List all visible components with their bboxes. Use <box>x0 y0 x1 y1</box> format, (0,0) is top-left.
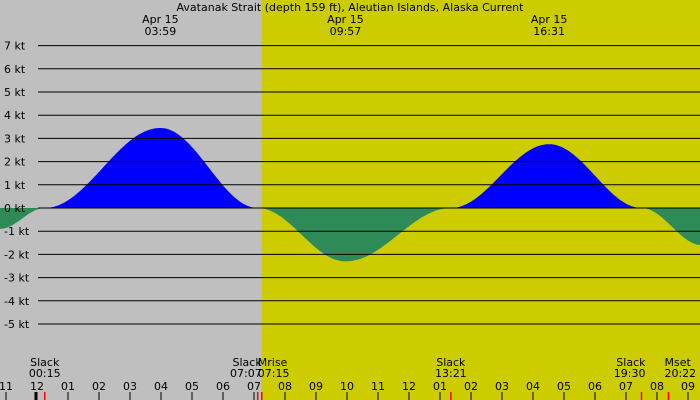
y-tick-label: 6 kt <box>4 63 26 76</box>
y-tick-label: -1 kt <box>4 225 30 238</box>
max-date-label: Apr 15 <box>142 13 179 26</box>
chart-title: Avatanak Strait (depth 159 ft), Aleutian… <box>177 1 525 14</box>
x-tick-label: 03 <box>495 380 509 393</box>
event-label: Slack <box>436 356 466 369</box>
x-tick-label: 12 <box>402 380 416 393</box>
max-time-label: 09:57 <box>330 25 362 38</box>
event-time-label: 19:30 <box>614 367 646 380</box>
event-time-label: 20:22 <box>664 367 696 380</box>
y-tick-label: -4 kt <box>4 295 30 308</box>
x-tick-label: 06 <box>216 380 230 393</box>
x-tick-label: 10 <box>340 380 354 393</box>
ebb-area <box>258 208 451 262</box>
x-tick-label: 05 <box>557 380 571 393</box>
y-axis: 7 kt 6 kt 5 kt 4 kt 3 kt 2 kt 1 kt 0 kt -1 kt -2 … <box>4 40 30 331</box>
x-tick-label: 03 <box>123 380 137 393</box>
y-tick-label: -2 kt <box>4 248 30 261</box>
x-tick-label: 09 <box>309 380 323 393</box>
gridlines <box>38 45 700 325</box>
y-tick-label: -5 kt <box>4 318 30 331</box>
max-time-label: 16:31 <box>533 25 565 38</box>
event-time-label: 07:15 <box>258 367 290 380</box>
event-label: Slack <box>30 356 60 369</box>
event-time-label: 13:21 <box>435 367 467 380</box>
y-tick-label: 4 kt <box>4 109 26 122</box>
x-tick-label: 01 <box>61 380 75 393</box>
x-tick-label: 01 <box>433 380 447 393</box>
y-tick-label: -3 kt <box>4 272 30 285</box>
event-label: Slack <box>616 356 646 369</box>
flood-area <box>44 128 258 208</box>
x-tick-label: 02 <box>464 380 478 393</box>
current-areas <box>0 128 700 262</box>
ebb-area <box>641 208 700 246</box>
slack-event-labels: Slack00:15Slack07:07Mrise07:15Slack13:21… <box>29 356 696 380</box>
flood-area <box>450 144 642 208</box>
max-date-label: Apr 15 <box>531 13 568 26</box>
event-label: Slack <box>233 356 263 369</box>
x-tick-label: 06 <box>588 380 602 393</box>
event-time-label: 00:15 <box>29 367 61 380</box>
y-tick-label: 5 kt <box>4 86 26 99</box>
event-label: Mset <box>664 356 691 369</box>
y-tick-label: 2 kt <box>4 156 26 169</box>
x-tick-label: 07 <box>619 380 633 393</box>
x-tick-label: 11 <box>0 380 13 393</box>
x-tick-label: 04 <box>526 380 540 393</box>
x-tick-label: 11 <box>371 380 385 393</box>
x-tick-label: 09 <box>681 380 695 393</box>
event-label: Mrise <box>258 356 288 369</box>
y-tick-label: 7 kt <box>4 40 26 53</box>
y-tick-label: 3 kt <box>4 132 26 145</box>
x-tick-label: 02 <box>92 380 106 393</box>
y-tick-label: 1 kt <box>4 179 26 192</box>
x-axis: 11 12 01 02 03 04 05 06 07 08 09 10 11 12 01 02 03 04 05 06… <box>0 380 695 400</box>
x-tick-label: 08 <box>278 380 292 393</box>
event-time-label: 07:07 <box>230 367 262 380</box>
max-time-label: 03:59 <box>145 25 177 38</box>
ebb-area <box>0 208 45 229</box>
y-tick-label: 0 kt <box>4 202 26 215</box>
max-date-label: Apr 15 <box>327 13 364 26</box>
x-tick-label: 08 <box>650 380 664 393</box>
x-tick-label: 05 <box>185 380 199 393</box>
x-tick-label: 04 <box>154 380 168 393</box>
x-tick-label: 12 <box>30 380 44 393</box>
x-tick-label: 07 <box>247 380 261 393</box>
